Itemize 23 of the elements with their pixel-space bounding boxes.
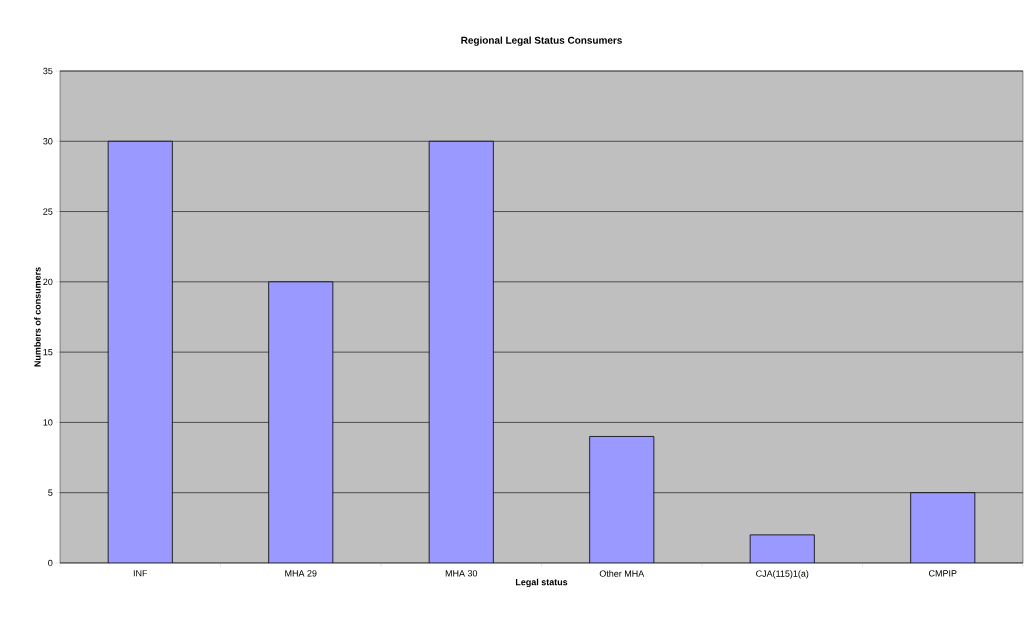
y-tick-label: 20 <box>43 278 53 286</box>
bar <box>107 140 173 563</box>
x-axis-title: Legal status <box>515 578 568 588</box>
chart-title: Regional Legal Status Consumers <box>461 36 622 46</box>
y-tick-label: 10 <box>43 419 53 426</box>
x-tick-label: MHA 30 <box>445 570 478 577</box>
bar <box>428 140 494 563</box>
y-tick-label: 35 <box>43 67 53 75</box>
y-tick-label: 15 <box>43 349 53 356</box>
bar <box>268 281 334 563</box>
x-tick-label: CMPIP <box>929 570 957 577</box>
x-tick-label: Other MHA <box>599 570 645 577</box>
y-axis-title: Numbers of consumers <box>34 267 41 367</box>
y-tick-label: 0 <box>48 559 53 567</box>
x-tick-label: MHA 29 <box>285 570 317 577</box>
bar <box>589 436 655 563</box>
y-tick-label: 25 <box>43 208 53 215</box>
x-tick-label: INF <box>133 570 148 577</box>
x-tick-label: CJA(115)1(a) <box>756 570 809 579</box>
bar <box>910 492 976 563</box>
bar <box>749 534 815 563</box>
y-tick-label: 5 <box>48 489 53 496</box>
y-tick-label: 30 <box>43 138 53 145</box>
